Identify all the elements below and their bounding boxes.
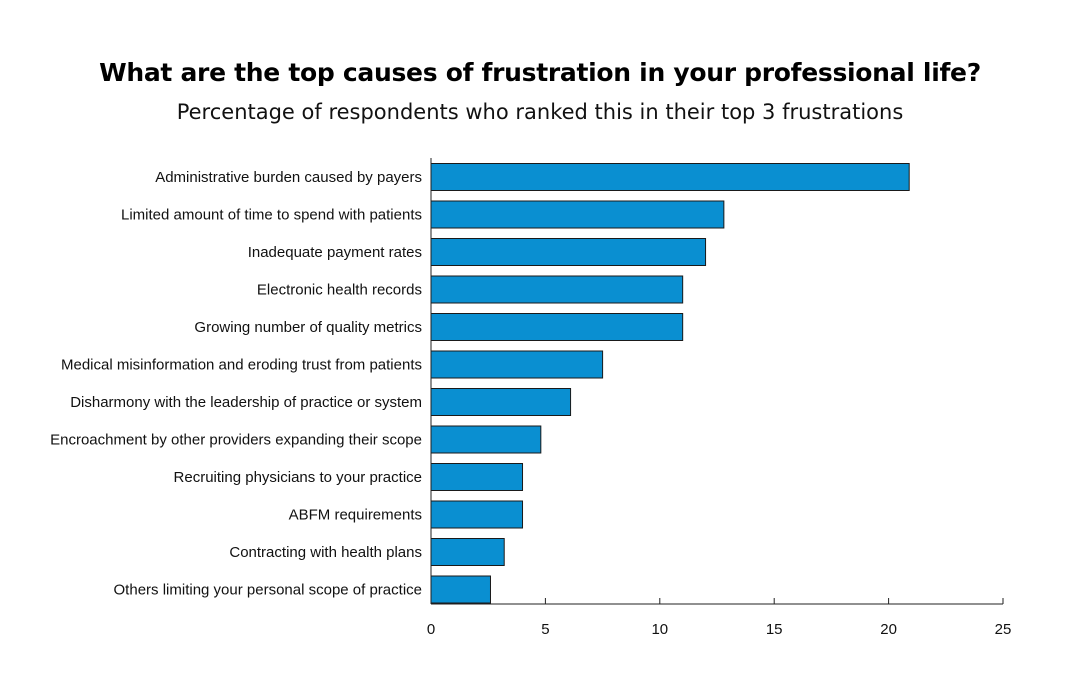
category-label-growing-number-of-quality-metrics: Growing number of quality metrics — [194, 319, 422, 336]
x-tick-label-0: 0 — [427, 621, 435, 638]
bar-administrative-burden-caused-by-payers — [430, 163, 910, 191]
bar-electronic-health-records — [430, 275, 684, 304]
category-label-inadequate-payment-rates: Inadequate payment rates — [248, 244, 422, 261]
category-label-others-limiting-your-personal-scope-of-practice: Others limiting your personal scope of p… — [114, 582, 422, 599]
category-label-contracting-with-health-plans: Contracting with health plans — [229, 544, 422, 561]
category-label-electronic-health-records: Electronic health records — [257, 282, 422, 299]
axes: 0 5 10 15 20 25 — [427, 158, 1012, 638]
bars-group — [430, 163, 910, 604]
bar-encroachment-by-other-providers-expanding-their-scope — [430, 425, 542, 454]
bar-inadequate-payment-rates — [430, 238, 707, 266]
category-label-limited-amount-of-time-to-spend-with-patients: Limited amount of time to spend with pat… — [121, 207, 422, 224]
category-label-disharmony-with-the-leadership-of-practice-or-system: Disharmony with the leadership of practi… — [70, 394, 422, 411]
category-label-recruiting-physicians-to-your-practice: Recruiting physicians to your practice — [174, 469, 422, 486]
bar-limited-amount-of-time-to-spend-with-patients — [430, 200, 725, 229]
x-tick-label-15: 15 — [766, 621, 783, 638]
x-tick-label-20: 20 — [880, 621, 897, 638]
bar-growing-number-of-quality-metrics — [430, 313, 684, 341]
category-labels: Administrative burden caused by payers Li… — [50, 169, 422, 599]
bar-medical-misinformation-and-eroding-trust-from-patients — [430, 350, 604, 379]
chart-title: What are the top causes of frustration i… — [99, 58, 981, 87]
bar-disharmony-with-the-leadership-of-practice-or-system — [430, 388, 572, 416]
bar-recruiting-physicians-to-your-practice — [430, 463, 524, 491]
x-tick-label-5: 5 — [541, 621, 549, 638]
x-tick-label-25: 25 — [995, 621, 1012, 638]
chart-subtitle: Percentage of respondents who ranked thi… — [176, 100, 904, 124]
category-label-encroachment-by-other-providers-expanding-their-scope: Encroachment by other providers expandin… — [50, 432, 422, 449]
category-label-abfm-requirements: ABFM requirements — [289, 507, 422, 524]
category-label-administrative-burden-caused-by-payers: Administrative burden caused by payers — [155, 169, 422, 186]
category-label-medical-misinformation-and-eroding-trust-from-patients: Medical misinformation and eroding trust… — [61, 357, 422, 374]
bar-abfm-requirements — [430, 500, 524, 529]
x-tick-label-10: 10 — [651, 621, 668, 638]
bar-others-limiting-your-personal-scope-of-practice — [430, 575, 491, 604]
bar-contracting-with-health-plans — [430, 538, 505, 566]
